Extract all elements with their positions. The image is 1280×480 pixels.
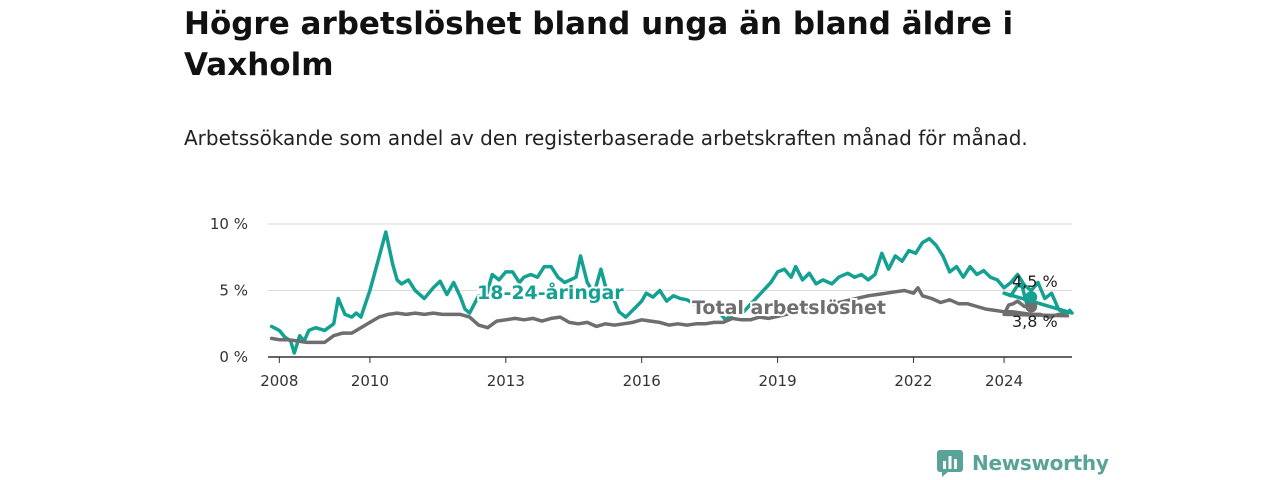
series-line-total-arbetsl-shet [269, 286, 1070, 345]
x-tick-label: 2013 [487, 372, 525, 390]
x-tick-label: 2008 [260, 372, 298, 390]
x-tick-label: 2024 [985, 372, 1023, 390]
end-point-marker [1025, 291, 1038, 304]
series-line-18-24-ringar [269, 230, 1074, 355]
end-value-label-total: 3,8 % [1012, 312, 1058, 331]
x-tick-label: 2019 [758, 372, 796, 390]
series-lines [269, 230, 1074, 355]
x-tick-label: 2010 [351, 372, 389, 390]
labels: 18-24-åringar Total arbetslöshet 4,5 % 3,8 … [475, 272, 1058, 331]
chart-title: Högre arbetslöshet bland unga än bland ä… [184, 6, 1014, 83]
y-tick-label: 5 % [219, 282, 248, 300]
y-tick-label: 10 % [210, 215, 248, 233]
axes: 0 % 5 % 10 % 2008 2010 2013 2016 2019 2022 2024 [210, 215, 1072, 390]
brand-name: Newsworthy [972, 451, 1109, 475]
bar-chart-icon [937, 450, 963, 477]
series-label-youth: 18-24-åringar [477, 280, 624, 304]
brand-logo: Newsworthy [936, 448, 1109, 478]
end-point-marker [1025, 300, 1038, 313]
chart-subtitle: Arbetssökande som andel av den registerb… [184, 126, 1028, 150]
x-tick-label: 2022 [894, 372, 932, 390]
y-tick-label: 0 % [219, 348, 248, 366]
x-tick-label: 2016 [623, 372, 661, 390]
grid-lines [268, 223, 1072, 291]
series-label-total: Total arbetslöshet [692, 297, 886, 319]
end-value-label-youth: 4,5 % [1012, 272, 1058, 291]
